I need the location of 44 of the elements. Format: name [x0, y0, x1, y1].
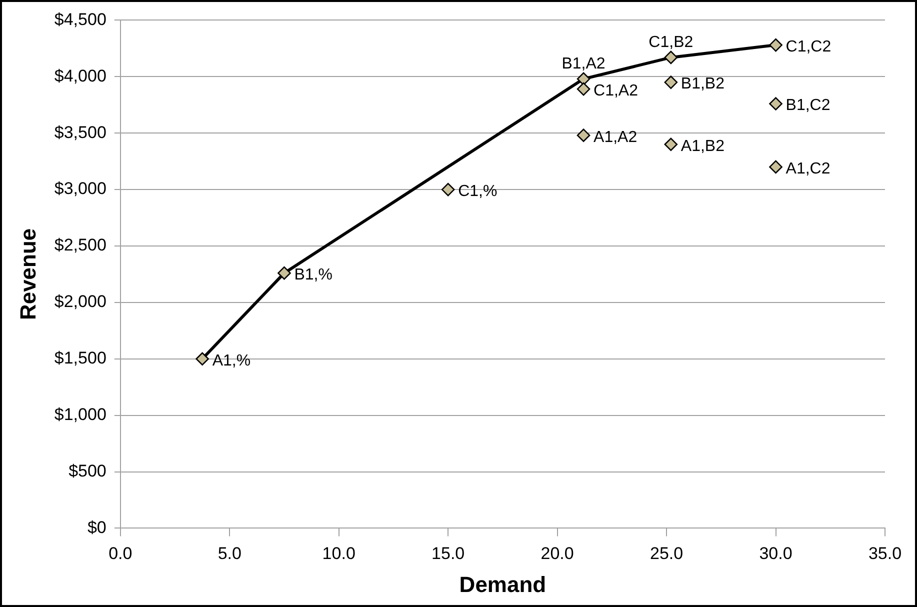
annotation: C1,B2	[648, 34, 694, 51]
x-tick-label: 25.0	[650, 544, 684, 564]
point	[769, 38, 782, 52]
point	[576, 82, 590, 96]
point	[441, 182, 455, 196]
x-tick-label: 0.0	[108, 544, 132, 564]
annotation: C1,A2	[594, 82, 638, 100]
annotation: B1,C2	[786, 97, 830, 114]
x-tick-label: 20.0	[540, 544, 574, 564]
x-tick-label: 35.0	[868, 544, 902, 564]
y-tick-label: $0	[87, 518, 106, 537]
annotation: C1,C2	[786, 38, 832, 56]
x-tick-label: 15.0	[432, 544, 465, 564]
annotation: B1,B2	[680, 76, 725, 93]
y-tick-label: $1,000	[54, 405, 106, 424]
x-tick-label: 30.0	[759, 544, 792, 564]
point	[769, 160, 782, 174]
annotation: A1,%	[212, 352, 251, 370]
y-tick-label: $2,000	[54, 292, 106, 312]
point	[576, 128, 590, 142]
x-axis-title: Demand	[459, 572, 546, 597]
point	[576, 72, 590, 86]
y-tick-label: $2,500	[54, 236, 106, 255]
x-tick-label: 5.0	[218, 544, 242, 564]
y-tick-label: $500	[68, 461, 106, 480]
y-axis-title: Revenue	[15, 228, 40, 320]
point	[664, 76, 678, 89]
y-tick-label: $4,500	[54, 10, 106, 29]
x-tick-label: 10.0	[322, 544, 356, 564]
point	[278, 266, 291, 280]
point	[769, 97, 782, 110]
y-tick-label: $1,500	[54, 348, 106, 368]
annotation: A1,A2	[594, 128, 638, 146]
y-tick-label: $3,000	[54, 179, 106, 198]
annotation: A1,B2	[680, 138, 725, 155]
point	[664, 50, 678, 64]
point	[196, 352, 209, 366]
annotation: A1,C2	[786, 160, 830, 178]
annotation: B1,%	[294, 266, 332, 284]
annotation: B1,A2	[562, 55, 606, 72]
annotation: C1,%	[458, 182, 498, 200]
y-tick-label: $3,500	[54, 122, 106, 142]
y-tick-label: $4,000	[54, 66, 106, 86]
point	[664, 138, 678, 152]
